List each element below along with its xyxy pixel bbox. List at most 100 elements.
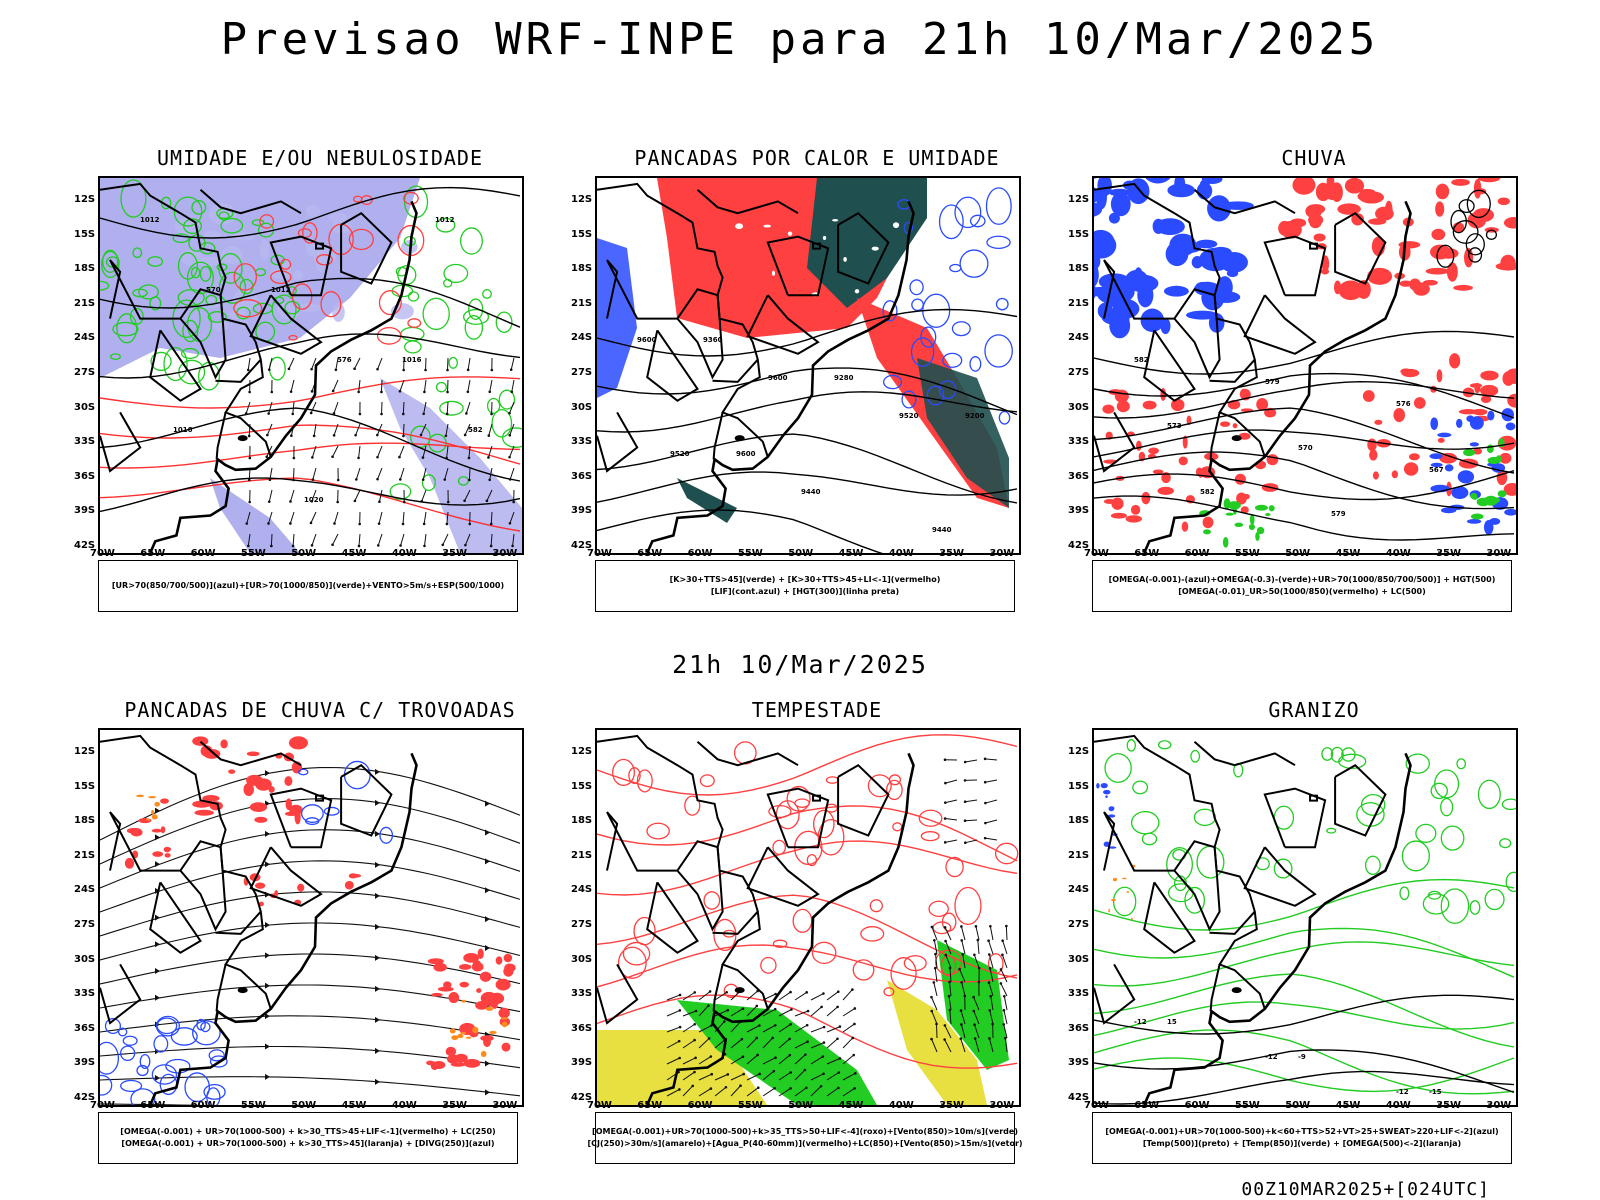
lifted-index-contour (985, 187, 1012, 225)
wind-vector-head (401, 522, 405, 526)
rain-area (1182, 435, 1188, 449)
divergence-contour (170, 1027, 198, 1046)
latitude-label: 24S (74, 884, 96, 896)
rain-area (1478, 178, 1501, 183)
wind-vector (468, 445, 471, 458)
longitude-label: 50W (291, 1100, 317, 1111)
wind-850-vector (714, 1073, 729, 1081)
wind-vector-head (376, 367, 379, 371)
wind-850-vector-head (853, 1022, 856, 1026)
lifted-index-contour (926, 385, 945, 406)
wind-vector (290, 489, 295, 502)
thunderstorm-area (463, 1058, 481, 1068)
panel-tempestade: TEMPESTADE [OMEGA(-0.001)+UR>70(1000-500… (571, 698, 1057, 1198)
panel-title: PANCADAS DE CHUVA C/ TROVOADAS (124, 698, 516, 722)
wind-850-vector-head (789, 1022, 792, 1026)
wind-850-vector-head (756, 1086, 760, 1089)
wind-vector-head (487, 456, 490, 459)
panel-pancadas-calor: PANCADAS POR CALOR E UMIDADE 9600 9600 952… (571, 146, 1057, 646)
wind-850-vector-head (852, 1053, 856, 1057)
low-center-contour (1468, 247, 1483, 263)
thunderstorm-area (243, 782, 254, 797)
streamline (100, 766, 521, 841)
panel-trovoadas: PANCADAS DE CHUVA C/ TROVOADAS [OMEGA(-0… (74, 698, 560, 1198)
precipitable-water-contour (935, 949, 963, 976)
wind-850-vector (842, 1008, 856, 1017)
wind-vector (511, 379, 515, 392)
wind-850-vector-head (771, 1036, 774, 1040)
rain-area (1198, 469, 1204, 478)
latitude-label: 18S (74, 263, 96, 275)
rain-area (1141, 491, 1151, 505)
latitude-label: 21S (74, 849, 96, 861)
wind-vector (292, 533, 295, 547)
temp-850-contour (1427, 890, 1442, 900)
convection-area (146, 818, 151, 821)
temp-850-line (1094, 941, 1515, 987)
wind-850-vector (945, 954, 952, 969)
rain-area (1125, 515, 1142, 523)
omega-area (1108, 212, 1120, 224)
wind-850-vector-head (838, 1057, 842, 1060)
omega-500-area (1108, 908, 1111, 911)
humidity-patch (180, 249, 203, 266)
wind-850-vector (746, 990, 759, 1001)
panel-title: UMIDADE E/OU NEBULOSIDADE (156, 146, 484, 170)
humidity-850-contour (147, 256, 164, 267)
contour-label: 567 (1429, 466, 1444, 474)
wind-850-vector-head (972, 995, 975, 999)
contour-label: 1016 (402, 356, 422, 364)
height-300-contour (597, 433, 1018, 504)
wind-850-vector-head (836, 1037, 839, 1041)
wind-vector-head (248, 390, 251, 394)
hail-area (1103, 841, 1110, 847)
latitude-label: 12S (74, 746, 96, 757)
omega-area (1440, 507, 1457, 514)
wind-vector-head (357, 390, 360, 394)
thickness-contour (316, 254, 333, 266)
longitude-label: 35W (442, 548, 468, 559)
latitude-label: 42S (74, 540, 96, 551)
omega-area (1155, 218, 1185, 236)
wind-vector-head (246, 544, 250, 548)
wind-850-vector (794, 991, 807, 1001)
wind-850-vector-head (943, 1038, 946, 1041)
wind-850-vector-head (789, 990, 792, 994)
temp-850-contour (1469, 900, 1481, 915)
wind-vector (486, 489, 493, 502)
isobar (100, 186, 521, 239)
rain-area (1453, 284, 1473, 291)
streamline-arrow (265, 1073, 270, 1080)
streamline-arrow (155, 807, 160, 814)
humidity-850-contour (220, 217, 244, 234)
wind-850-vector-head (1003, 994, 1006, 998)
streamline-arrow (485, 858, 490, 865)
wind-vector-head (488, 390, 492, 394)
omega-area (1174, 178, 1186, 197)
border-line (1334, 211, 1387, 285)
wind-vector-head (468, 478, 471, 482)
precipitable-water-contour (760, 956, 777, 974)
wind-vector-head (468, 522, 472, 526)
humidity-850-contour (150, 351, 172, 371)
border-line (179, 288, 227, 380)
rain-area (1400, 368, 1412, 375)
wind-vector-head (270, 544, 273, 548)
divergence-contour (139, 1053, 151, 1070)
wind-vector (445, 423, 449, 436)
wind-vector-head (378, 500, 381, 504)
latitude-label: 30S (74, 401, 96, 413)
wind-vector (399, 445, 405, 458)
latitude-label: 42S (571, 1092, 593, 1103)
wind-850-vector-head (774, 1056, 777, 1060)
wind-vector (423, 511, 427, 524)
thunderstorm-area (124, 857, 135, 869)
rain-area (1372, 471, 1379, 480)
longitude-label: 40W (391, 1100, 417, 1111)
wind-850-vector-head (724, 1085, 728, 1089)
lifted-index-area (597, 238, 637, 398)
wind-850-vector-head (853, 1086, 856, 1090)
precipitable-water-contour (612, 758, 635, 787)
latitude-label: 18S (1068, 815, 1090, 827)
station-marker (854, 289, 860, 294)
